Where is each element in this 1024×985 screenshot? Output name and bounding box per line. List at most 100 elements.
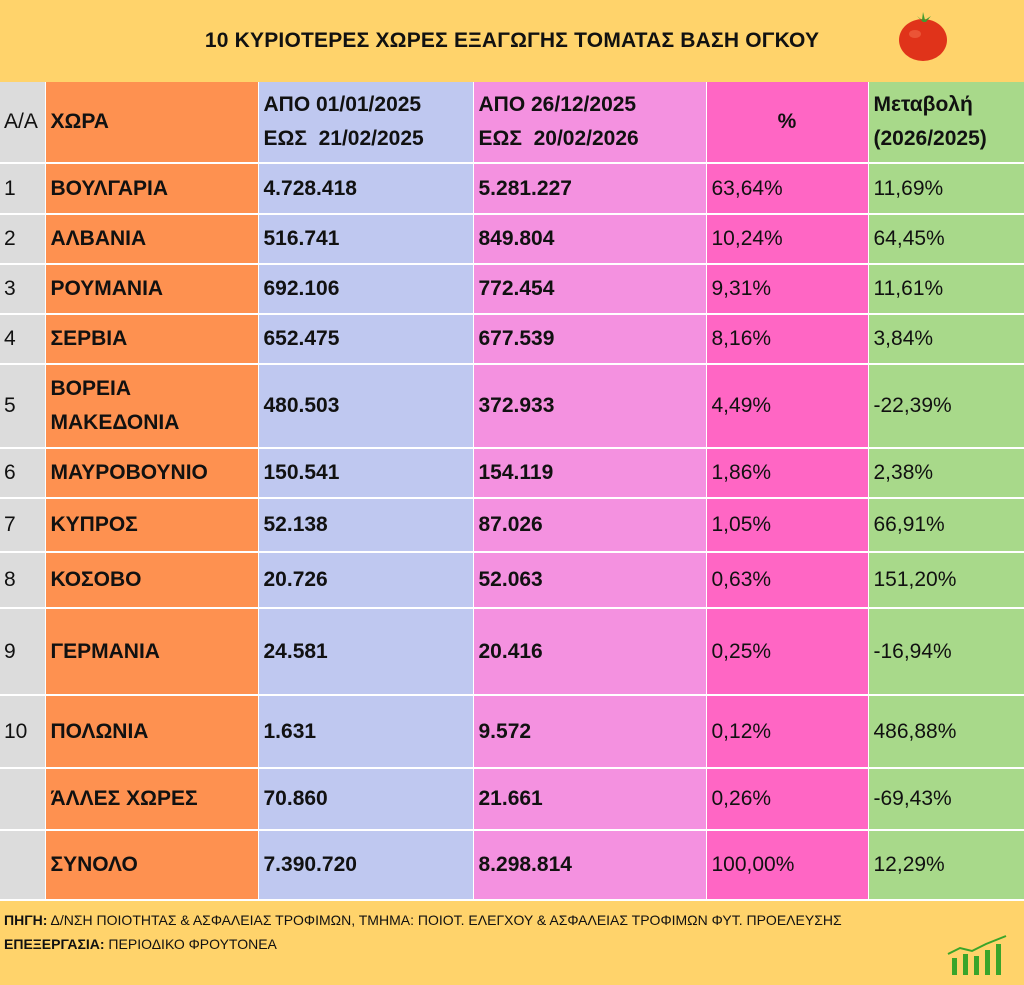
- period1-value-cell: 1.631: [258, 695, 474, 769]
- country-cell: ΚΟΣΟΒΟ: [45, 552, 259, 609]
- rank-cell: [0, 768, 46, 831]
- share-value-cell: 0,25%: [706, 608, 869, 696]
- share-value-cell: 9,31%: [706, 264, 869, 315]
- rank-cell: 3: [0, 264, 46, 315]
- change-value-cell: 151,20%: [868, 552, 1024, 609]
- table-row: 7 ΚΥΠΡΟΣ 52.138 87.026 1,05% 66,91%: [0, 498, 1024, 553]
- country-cell: ΒΟΡΕΙΑ ΜΑΚΕΔΟΝΙΑ: [45, 364, 259, 449]
- header-rank: Α/Α: [0, 82, 46, 164]
- period1-value-cell: 7.390.720: [258, 830, 474, 901]
- table-row: 9 ΓΕΡΜΑΝΙΑ 24.581 20.416 0,25% -16,94%: [0, 608, 1024, 696]
- period2-value-cell: 9.572: [473, 695, 707, 769]
- processing-line: ΕΠΕΞΕΡΓΑΣΙΑ: ΠΕΡΙΟΔΙΚΟ ΦΡΟΥΤΟΝΕΑ: [4, 932, 842, 956]
- change-value-cell: 11,69%: [868, 163, 1024, 215]
- header-share: %: [706, 82, 869, 164]
- change-value-cell: 66,91%: [868, 498, 1024, 553]
- period2-value-cell: 52.063: [473, 552, 707, 609]
- country-cell: ΡΟΥΜΑΝΙΑ: [45, 264, 259, 315]
- period2-value-cell: 849.804: [473, 214, 707, 265]
- share-value-cell: 1,05%: [706, 498, 869, 553]
- period2-value-cell: 154.119: [473, 448, 707, 499]
- table-row: 6 ΜΑΥΡΟΒΟΥΝΙΟ 150.541 154.119 1,86% 2,38%: [0, 448, 1024, 499]
- table-row: 10 ΠΟΛΩΝΙΑ 1.631 9.572 0,12% 486,88%: [0, 695, 1024, 769]
- change-value-cell: 2,38%: [868, 448, 1024, 499]
- table-row: 8 ΚΟΣΟΒΟ 20.726 52.063 0,63% 151,20%: [0, 552, 1024, 609]
- share-value-cell: 63,64%: [706, 163, 869, 215]
- table-header-row: Α/Α ΧΩΡΑ ΑΠΟ 01/01/2025 ΕΩΣ 21/02/2025 ΑΠ…: [0, 82, 1024, 164]
- period1-value-cell: 692.106: [258, 264, 474, 315]
- source-text: Δ/ΝΣΗ ΠΟΙΟΤΗΤΑΣ & ΑΣΦΑΛΕΙΑΣ ΤΡΟΦΙΜΩΝ, ΤΜ…: [47, 912, 842, 928]
- table-row: ΆΛΛΕΣ ΧΩΡΕΣ 70.860 21.661 0,26% -69,43%: [0, 768, 1024, 831]
- share-value-cell: 8,16%: [706, 314, 869, 365]
- country-cell: ΓΕΡΜΑΝΙΑ: [45, 608, 259, 696]
- table-row: 5 ΒΟΡΕΙΑ ΜΑΚΕΔΟΝΙΑ 480.503 372.933 4,49% -22,…: [0, 364, 1024, 449]
- period1-value-cell: 516.741: [258, 214, 474, 265]
- period2-value-cell: 772.454: [473, 264, 707, 315]
- page-title: 10 ΚΥΡΙΟΤΕΡΕΣ ΧΩΡΕΣ ΕΞΑΓΩΓΗΣ ΤΟΜΑΤΑΣ ΒΑΣ…: [204, 29, 820, 52]
- rank-cell: 5: [0, 364, 46, 449]
- rank-cell: [0, 830, 46, 901]
- header-change-years: (2026/2025): [873, 127, 987, 150]
- header-period1-from: ΑΠΟ 01/01/2025: [263, 93, 422, 116]
- change-value-cell: 486,88%: [868, 695, 1024, 769]
- total-row: ΣΥΝΟΛΟ 7.390.720 8.298.814 100,00% 12,29%: [0, 830, 1024, 901]
- table-row: 4 ΣΕΡΒΙΑ 652.475 677.539 8,16% 3,84%: [0, 314, 1024, 365]
- period1-value-cell: 20.726: [258, 552, 474, 609]
- period2-value-cell: 677.539: [473, 314, 707, 365]
- period2-value-cell: 20.416: [473, 608, 707, 696]
- country-cell: ΆΛΛΕΣ ΧΩΡΕΣ: [45, 768, 259, 831]
- table-row: 1 ΒΟΥΛΓΑΡΙΑ 4.728.418 5.281.227 63,64% 11,69%: [0, 163, 1024, 215]
- source-label: ΠΗΓΗ:: [4, 912, 48, 928]
- period2-value-cell: 5.281.227: [473, 163, 707, 215]
- header-period2: ΑΠΟ 26/12/2025 ΕΩΣ 20/02/2026: [473, 82, 707, 164]
- change-value-cell: -16,94%: [868, 608, 1024, 696]
- change-value-cell: 64,45%: [868, 214, 1024, 265]
- period1-value-cell: 24.581: [258, 608, 474, 696]
- header-change-label: Μεταβολή: [873, 93, 973, 116]
- processing-label: ΕΠΕΞΕΡΓΑΣΙΑ:: [4, 936, 105, 952]
- country-cell: ΚΥΠΡΟΣ: [45, 498, 259, 553]
- header-period2-from: ΑΠΟ 26/12/2025: [478, 93, 637, 116]
- country-cell: ΜΑΥΡΟΒΟΥΝΙΟ: [45, 448, 259, 499]
- rank-cell: 10: [0, 695, 46, 769]
- share-value-cell: 0,12%: [706, 695, 869, 769]
- rank-cell: 6: [0, 448, 46, 499]
- rank-cell: 9: [0, 608, 46, 696]
- footer: ΠΗΓΗ: Δ/ΝΣΗ ΠΟΙΟΤΗΤΑΣ & ΑΣΦΑΛΕΙΑΣ ΤΡΟΦΙΜ…: [4, 908, 842, 956]
- period2-value-cell: 8.298.814: [473, 830, 707, 901]
- country-cell: ΒΟΥΛΓΑΡΙΑ: [45, 163, 259, 215]
- change-value-cell: 3,84%: [868, 314, 1024, 365]
- share-value-cell: 4,49%: [706, 364, 869, 449]
- table-row: 3 ΡΟΥΜΑΝΙΑ 692.106 772.454 9,31% 11,61%: [0, 264, 1024, 315]
- growth-chart-icon: [947, 935, 1007, 975]
- rank-cell: 7: [0, 498, 46, 553]
- header-country: ΧΩΡΑ: [45, 82, 259, 164]
- share-value-cell: 10,24%: [706, 214, 869, 265]
- rank-cell: 1: [0, 163, 46, 215]
- country-cell: ΠΟΛΩΝΙΑ: [45, 695, 259, 769]
- rank-cell: 8: [0, 552, 46, 609]
- change-value-cell: 11,61%: [868, 264, 1024, 315]
- share-value-cell: 0,26%: [706, 768, 869, 831]
- share-value-cell: 1,86%: [706, 448, 869, 499]
- table-row: 2 ΑΛΒΑΝΙΑ 516.741 849.804 10,24% 64,45%: [0, 214, 1024, 265]
- header-period1-to: ΕΩΣ 21/02/2025: [263, 127, 424, 150]
- header-change: Μεταβολή (2026/2025): [868, 82, 1024, 164]
- share-value-cell: 100,00%: [706, 830, 869, 901]
- period2-value-cell: 21.661: [473, 768, 707, 831]
- period2-value-cell: 372.933: [473, 364, 707, 449]
- share-value-cell: 0,63%: [706, 552, 869, 609]
- processing-text: ΠΕΡΙΟΔΙΚΟ ΦΡΟΥΤΟΝΕΑ: [104, 936, 277, 952]
- period1-value-cell: 150.541: [258, 448, 474, 499]
- country-cell: ΣΥΝΟΛΟ: [45, 830, 259, 901]
- header-period2-to: ΕΩΣ 20/02/2026: [478, 127, 639, 150]
- period1-value-cell: 652.475: [258, 314, 474, 365]
- tomato-icon: [899, 12, 947, 61]
- period1-value-cell: 480.503: [258, 364, 474, 449]
- change-value-cell: -22,39%: [868, 364, 1024, 449]
- country-cell: ΑΛΒΑΝΙΑ: [45, 214, 259, 265]
- header-period1: ΑΠΟ 01/01/2025 ΕΩΣ 21/02/2025: [258, 82, 474, 164]
- period1-value-cell: 52.138: [258, 498, 474, 553]
- country-cell: ΣΕΡΒΙΑ: [45, 314, 259, 365]
- period1-value-cell: 4.728.418: [258, 163, 474, 215]
